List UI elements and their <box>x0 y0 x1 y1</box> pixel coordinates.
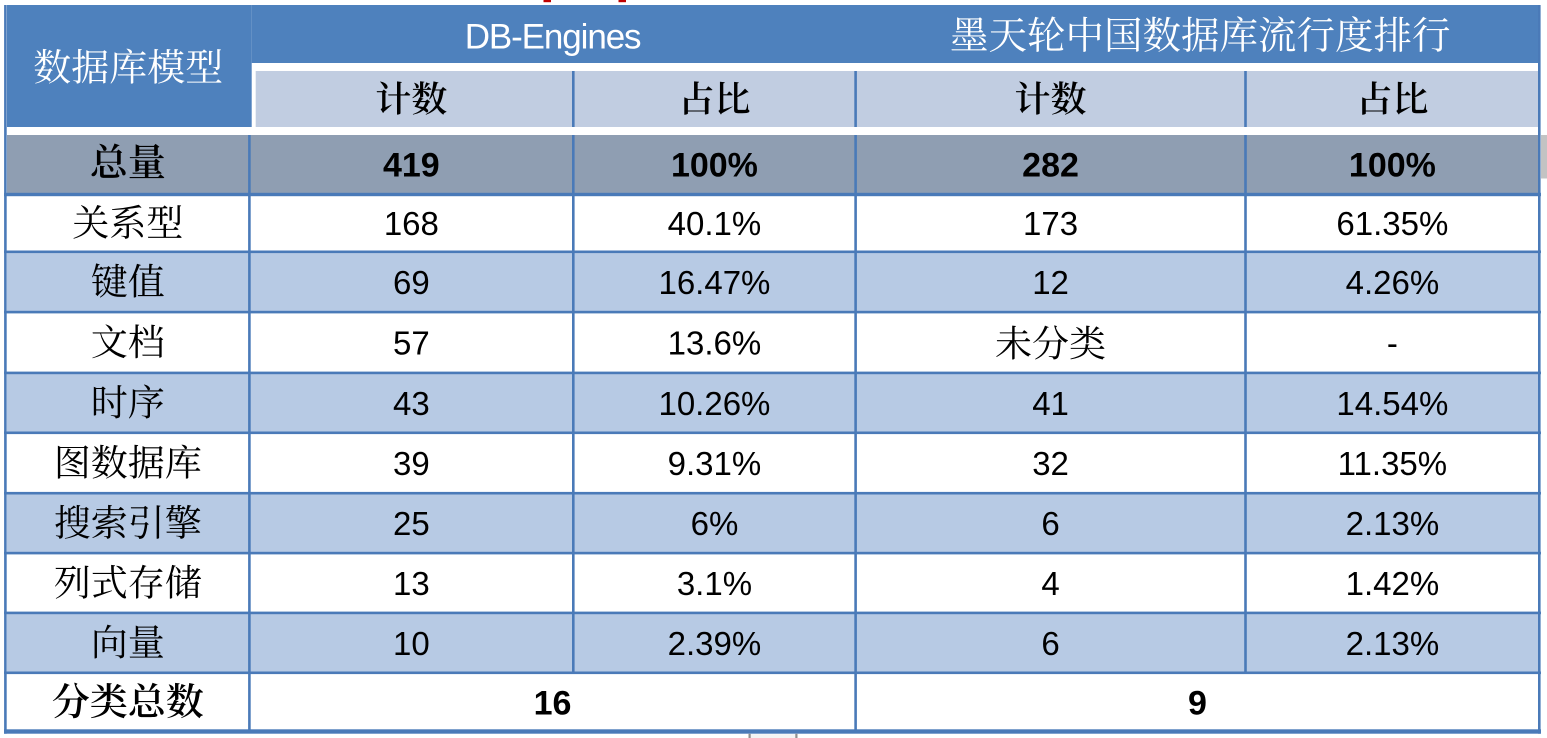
svg-text:DB-Engines: DB-Engines <box>465 17 641 56</box>
svg-text:57: 57 <box>393 325 430 362</box>
svg-text:61.35%: 61.35% <box>1336 205 1448 242</box>
svg-text:41: 41 <box>1032 385 1069 422</box>
svg-text:2.39%: 2.39% <box>668 625 762 662</box>
svg-text:3.1%: 3.1% <box>677 565 752 602</box>
svg-text:173: 173 <box>1023 205 1078 242</box>
svg-text:13: 13 <box>393 565 430 602</box>
svg-text:39: 39 <box>393 445 430 482</box>
svg-text:2.13%: 2.13% <box>1346 625 1440 662</box>
svg-text:25: 25 <box>393 505 430 542</box>
svg-text:10.26%: 10.26% <box>658 385 770 422</box>
svg-text:14.54%: 14.54% <box>1336 385 1448 422</box>
svg-text:1.42%: 1.42% <box>1346 565 1440 602</box>
svg-text:40.1%: 40.1% <box>668 205 762 242</box>
svg-text:13.6%: 13.6% <box>668 325 762 362</box>
svg-text:69: 69 <box>393 264 430 301</box>
svg-text:10: 10 <box>393 625 430 662</box>
svg-text:11.35%: 11.35% <box>1338 445 1447 482</box>
svg-text:-: - <box>1387 325 1398 362</box>
svg-text:4: 4 <box>1041 565 1059 602</box>
svg-text:100%: 100% <box>1349 147 1436 185</box>
svg-text:6%: 6% <box>691 505 739 542</box>
svg-text:9.31%: 9.31% <box>668 445 762 482</box>
svg-text:168: 168 <box>384 205 439 242</box>
svg-text:282: 282 <box>1022 147 1079 185</box>
svg-text:4.26%: 4.26% <box>1346 264 1440 301</box>
svg-text:16.47%: 16.47% <box>658 264 770 301</box>
svg-text:2.13%: 2.13% <box>1346 505 1440 542</box>
svg-text:16: 16 <box>534 685 572 723</box>
svg-text:43: 43 <box>393 385 430 422</box>
svg-text:12: 12 <box>1032 264 1069 301</box>
svg-text:419: 419 <box>383 147 440 185</box>
svg-text:6: 6 <box>1041 625 1059 662</box>
svg-text:100%: 100% <box>671 147 758 185</box>
svg-text:6: 6 <box>1041 505 1059 542</box>
svg-text:32: 32 <box>1032 445 1069 482</box>
svg-text:9: 9 <box>1188 685 1207 723</box>
